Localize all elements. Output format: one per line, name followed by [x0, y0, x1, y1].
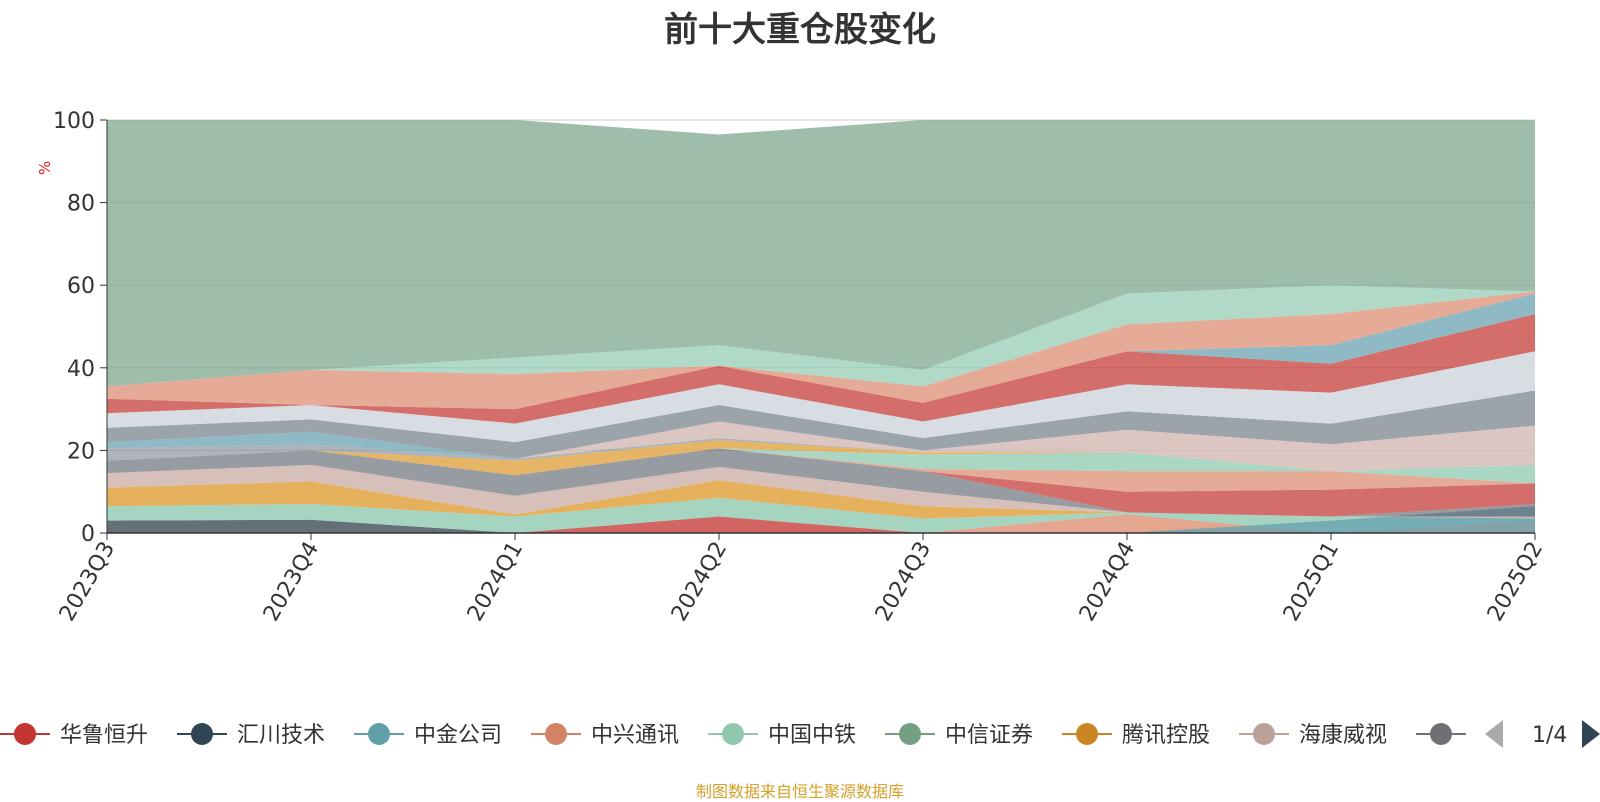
chart-title: 前十大重仓股变化 [664, 10, 936, 50]
legend-marker [545, 723, 567, 745]
x-tick-label: 2023Q4 [259, 538, 324, 626]
y-tick-label: 100 [53, 109, 95, 134]
legend-marker [899, 723, 921, 745]
x-tick-label: 2024Q3 [871, 538, 936, 626]
x-tick-label: 2025Q2 [1483, 538, 1548, 626]
legend-marker [368, 723, 390, 745]
legend-label: 汇川技术 [237, 723, 325, 748]
area-layer [107, 120, 1535, 533]
area-band [107, 519, 1535, 533]
x-tick-label: 2023Q3 [55, 538, 120, 626]
area-band [107, 314, 1535, 424]
area-band [107, 448, 1535, 517]
legend-label: 中兴通讯 [591, 723, 679, 748]
legend-prev-page-icon[interactable] [1485, 720, 1503, 748]
area-band [107, 120, 1535, 387]
legend-label: 海康威视 [1299, 723, 1387, 748]
area-band [107, 291, 1535, 410]
data-source-note: 制图数据来自恒生聚源数据库 [695, 782, 904, 801]
legend-marker [1430, 723, 1452, 745]
area-band [107, 506, 1535, 533]
y-tick-label: 20 [67, 439, 95, 464]
area-band [107, 440, 1535, 476]
legend-next-page-icon[interactable] [1582, 720, 1600, 748]
legend-label: 中金公司 [414, 723, 502, 748]
x-tick-label: 2025Q1 [1279, 538, 1344, 626]
x-tick-label: 2024Q4 [1075, 538, 1140, 626]
legend-label: 华鲁恒升 [60, 723, 148, 748]
y-tick-label: 80 [67, 192, 95, 217]
area-band [107, 448, 1535, 484]
legend-marker [14, 723, 36, 745]
area-band [107, 390, 1535, 459]
legend-marker [191, 723, 213, 745]
area-band [107, 480, 1535, 519]
area-band [107, 497, 1535, 533]
legend-marker [1076, 723, 1098, 745]
legend-page-indicator: 1/4 [1532, 723, 1567, 748]
area-band [107, 514, 1535, 533]
area-band [107, 293, 1535, 410]
legend-marker [1253, 723, 1275, 745]
legend-label: 中信证券 [945, 723, 1033, 748]
area-band [107, 464, 1535, 519]
area-band [107, 421, 1535, 472]
legend-marker [722, 723, 744, 745]
y-tick-label: 40 [67, 357, 95, 382]
area-band [107, 351, 1535, 443]
legend-label: 腾讯控股 [1122, 723, 1210, 748]
area-band [107, 431, 1535, 472]
area-band [107, 285, 1535, 387]
area-band [107, 448, 1535, 492]
x-tick-label: 2024Q2 [667, 538, 732, 626]
x-tick-label: 2024Q1 [463, 538, 528, 626]
area-band [107, 448, 1535, 517]
legend-layer: 华鲁恒升 汇川技术 中金公司 中兴通讯 中国中铁 中信证券 腾讯控股 海康威视 1/4 [0, 708, 1600, 760]
legend-label: 中国中铁 [768, 723, 856, 748]
y-axis-unit: % [36, 161, 54, 175]
y-tick-label: 60 [67, 274, 95, 299]
y-tick-label: 0 [81, 522, 95, 547]
